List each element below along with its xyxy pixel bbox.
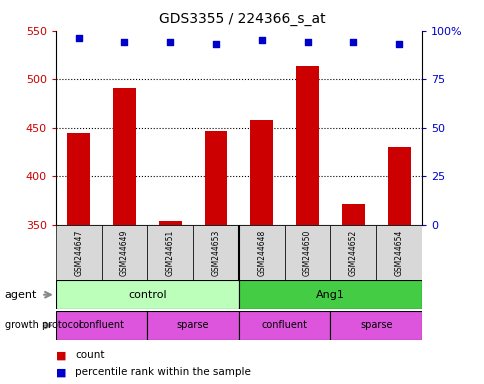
Text: GSM244650: GSM244650 [302,229,311,276]
Bar [330,311,421,340]
Bar [158,221,182,225]
Text: GSM244654: GSM244654 [394,229,403,276]
Text: GSM244653: GSM244653 [211,229,220,276]
Text: control: control [128,290,166,300]
Point [303,39,311,45]
Text: ■: ■ [56,350,66,360]
Text: GSM244648: GSM244648 [257,229,266,276]
Bar [147,311,238,340]
Text: count: count [75,350,105,360]
Point [212,41,219,47]
Bar [376,225,421,280]
Point [394,41,402,47]
Bar [147,225,193,280]
Point [348,39,356,45]
Text: GSM244649: GSM244649 [120,229,129,276]
Bar [56,225,101,280]
Bar [284,225,330,280]
Bar [56,311,147,340]
Bar [295,66,318,225]
Bar [330,225,376,280]
Text: ■: ■ [56,367,66,377]
Bar [56,280,238,309]
Text: GSM244651: GSM244651 [166,229,174,276]
Bar [193,225,238,280]
Text: GSM244652: GSM244652 [348,229,357,276]
Bar [238,311,330,340]
Point [121,39,128,45]
Text: growth protocol: growth protocol [5,320,81,331]
Bar [238,280,421,309]
Bar [250,120,272,225]
Bar [67,134,90,225]
Text: percentile rank within the sample: percentile rank within the sample [75,367,251,377]
Text: sparse: sparse [359,320,392,331]
Bar [101,225,147,280]
Bar [238,225,284,280]
Bar [387,147,409,225]
Text: sparse: sparse [177,320,209,331]
Text: confluent: confluent [261,320,307,331]
Text: agent: agent [5,290,37,300]
Text: confluent: confluent [78,320,124,331]
Point [166,39,174,45]
Bar [341,204,364,225]
Bar [204,131,227,225]
Text: GSM244647: GSM244647 [74,229,83,276]
Point [75,35,82,41]
Text: Ang1: Ang1 [315,290,344,300]
Point [257,37,265,43]
Bar [113,88,136,225]
Text: GDS3355 / 224366_s_at: GDS3355 / 224366_s_at [159,12,325,25]
